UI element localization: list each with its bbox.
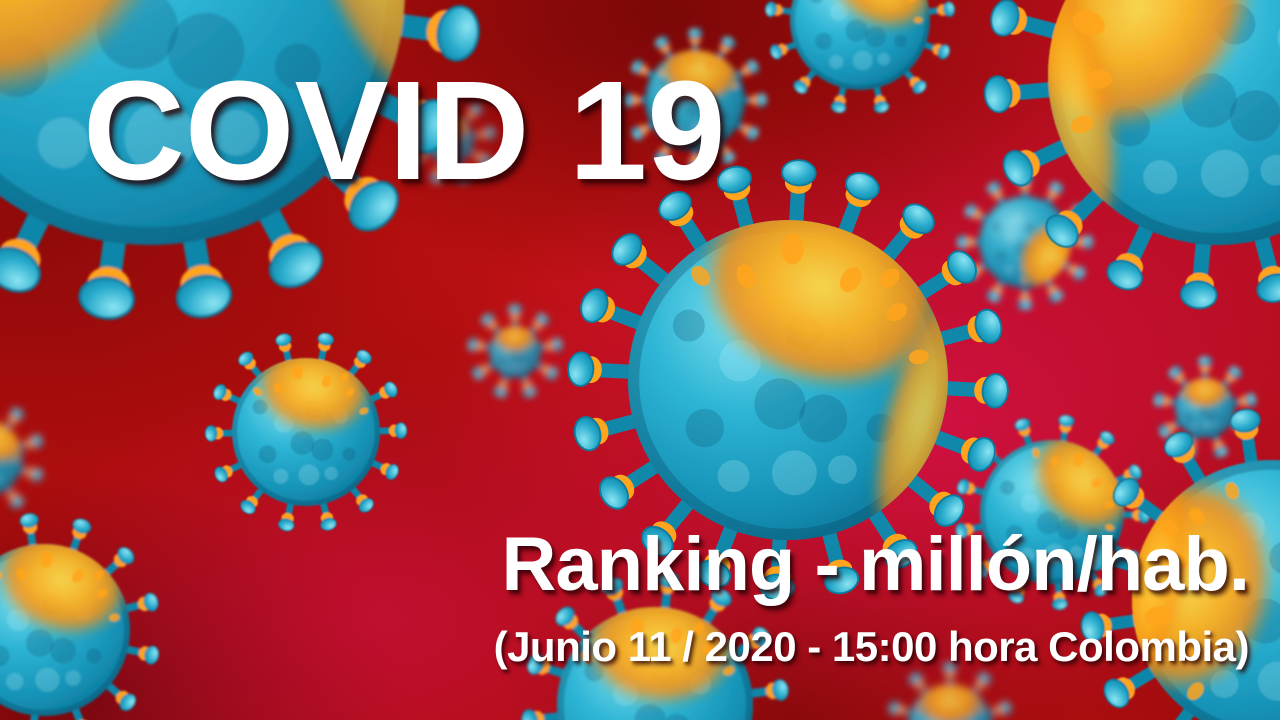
virus-particle — [0, 407, 43, 509]
virus-particle — [467, 303, 563, 398]
virus-particle — [765, 0, 955, 114]
virus-particle — [622, 27, 768, 173]
caption-block: Ranking - millón/hab. (Junio 11 / 2020 -… — [493, 522, 1250, 670]
page-title: COVID 19 — [83, 51, 726, 209]
date-time-line: (Junio 11 / 2020 - 15:00 hora Colombia) — [493, 623, 1250, 670]
virus-particle — [983, 0, 1280, 310]
virus-particle — [204, 332, 408, 532]
virus-particle — [567, 159, 1009, 601]
ranking-subtitle: Ranking - millón/hab. — [501, 522, 1250, 607]
virus-particle — [888, 661, 1012, 720]
virus-particle — [0, 0, 480, 320]
virus-particle — [1080, 408, 1280, 720]
virus-particle — [956, 173, 1094, 311]
virus-particle — [0, 513, 160, 720]
